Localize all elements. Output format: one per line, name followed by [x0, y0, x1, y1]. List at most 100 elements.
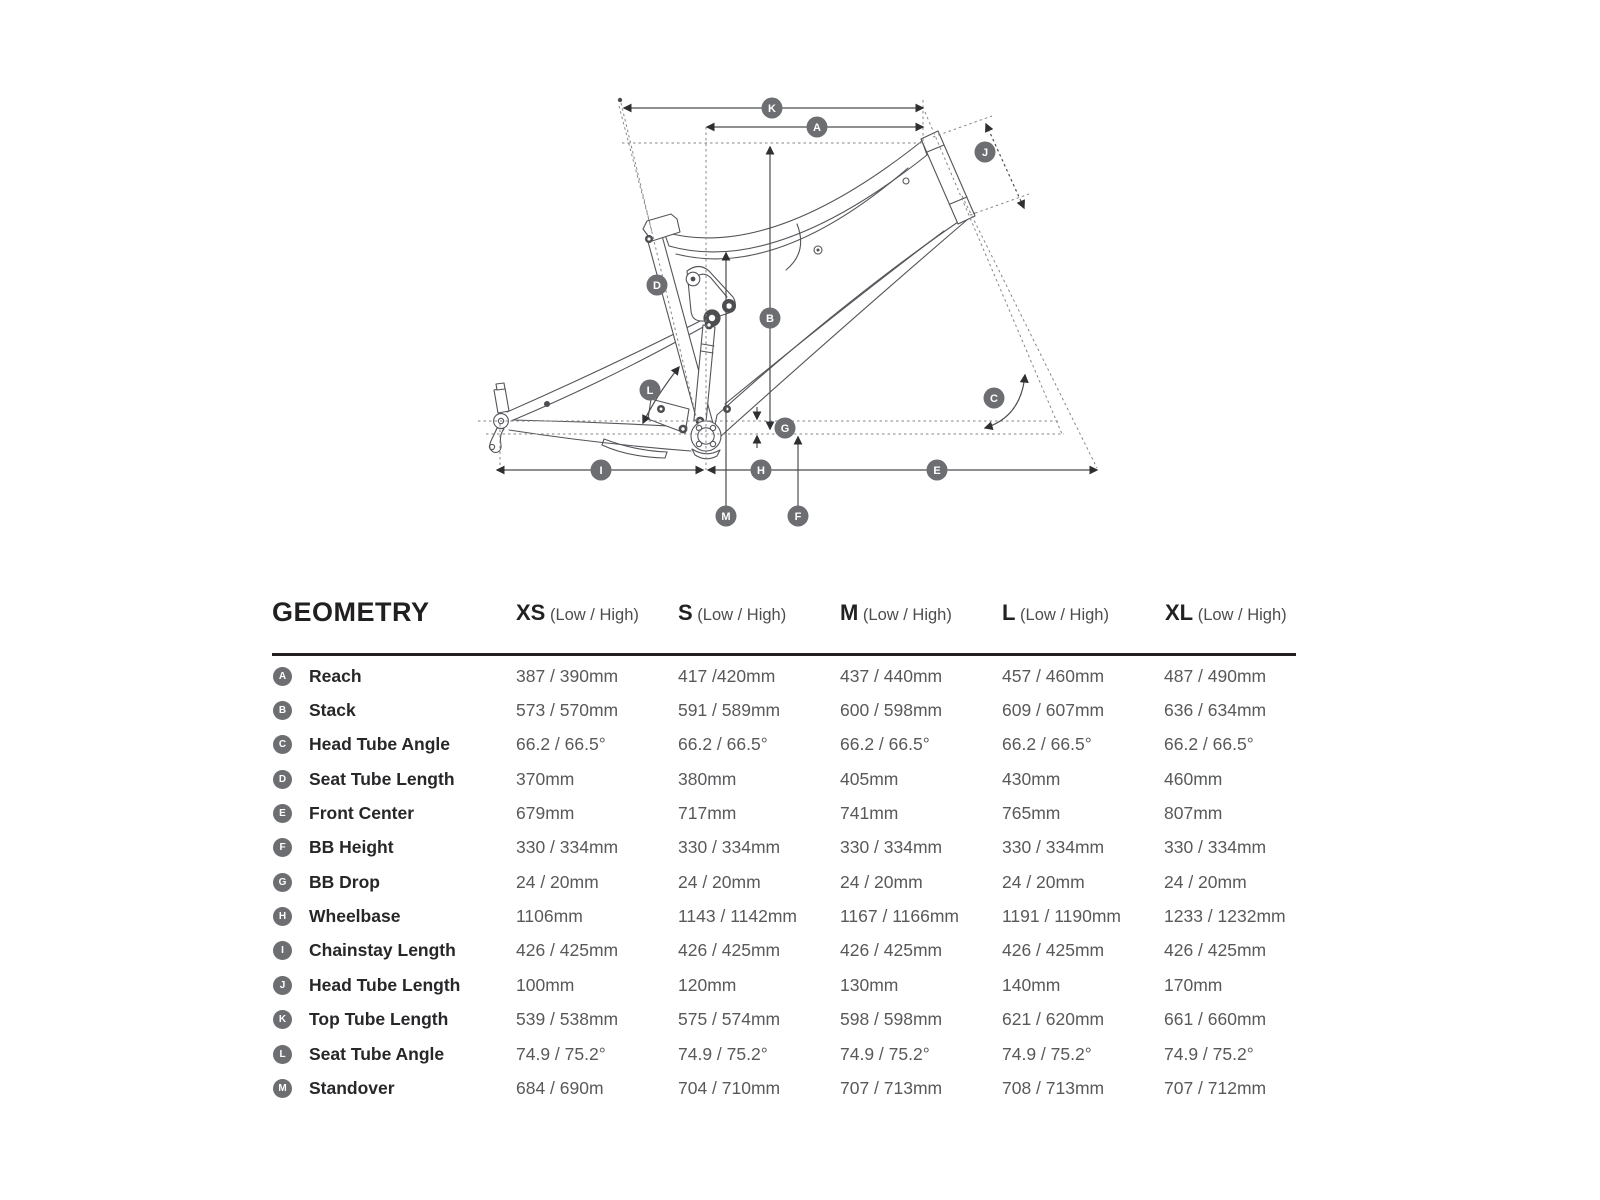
badge-l: L	[639, 379, 661, 401]
column-size-label: XL	[1165, 600, 1194, 625]
cell-s: 24 / 20mm	[678, 871, 761, 892]
cell-s: 717mm	[678, 803, 737, 824]
cell-l: 621 / 620mm	[1002, 1009, 1105, 1030]
bike-frame-drawing	[488, 130, 976, 460]
cell-xl: 807mm	[1164, 803, 1223, 824]
steering-axis-line	[924, 111, 1063, 435]
table-header-rule	[272, 653, 1296, 656]
badge-k: K	[761, 97, 783, 119]
svg-text:J: J	[982, 147, 988, 159]
row-badge-cell: I	[273, 941, 309, 961]
svg-text:C: C	[990, 393, 998, 405]
seat-collar	[642, 213, 681, 243]
row-label: Head Tube Angle	[309, 734, 450, 755]
table-row-bb-height: F BB Height 330 / 334mm 330 / 334mm 330 / 33…	[273, 831, 1363, 865]
table-row-chainstay-length: I Chainstay Length 426 / 425mm 426 / 425mm 4…	[273, 934, 1363, 968]
row-letter-badge: B	[273, 701, 292, 721]
cell-xl: 661 / 660mm	[1164, 1009, 1267, 1030]
cell-m: 741mm	[840, 803, 899, 824]
dim-head-tube-j	[985, 122, 1025, 210]
cell-l: 330 / 334mm	[1002, 837, 1105, 858]
cell-xs: 684 / 690m	[516, 1077, 604, 1098]
row-badge-cell: G	[273, 872, 309, 892]
row-label: Stack	[309, 700, 356, 721]
cell-l: 74.9 / 75.2°	[1002, 1043, 1092, 1064]
badge-j: J	[974, 141, 996, 163]
cell-xs: 330 / 334mm	[516, 837, 619, 858]
cell-s: 704 / 710mm	[678, 1077, 781, 1098]
row-label: Seat Tube Angle	[309, 1043, 445, 1064]
table-row-standover: M Standover 684 / 690m 704 / 710mm 707 / 713…	[273, 1071, 1363, 1105]
cell-s: 380mm	[678, 768, 737, 789]
column-size-label: XS	[516, 600, 546, 625]
table-row-bb-drop: G BB Drop 24 / 20mm 24 / 20mm 24 / 20mm 24 / …	[273, 865, 1363, 899]
cell-xs: 573 / 570mm	[516, 700, 619, 721]
row-badge-cell: F	[273, 838, 309, 858]
row-letter-badge: G	[273, 872, 292, 892]
cell-s: 426 / 425mm	[678, 940, 781, 961]
table-row-front-center: E Front Center 679mm 717mm 741mm 765mm 807mm	[273, 796, 1363, 830]
svg-text:F: F	[795, 511, 802, 523]
row-badge-cell: B	[273, 701, 309, 721]
cell-l: 1191 / 1190mm	[1002, 906, 1122, 927]
row-badge-cell: D	[273, 769, 309, 789]
svg-text:H: H	[757, 465, 765, 477]
row-letter-badge: K	[273, 1010, 292, 1030]
cell-m: 437 / 440mm	[840, 665, 943, 686]
cell-xl: 74.9 / 75.2°	[1164, 1043, 1254, 1064]
column-range-label: (Low / High)	[545, 606, 639, 624]
column-range-label: (Low / High)	[692, 606, 787, 624]
badge-a: A	[806, 116, 828, 138]
column-size-label: M	[840, 600, 859, 625]
cell-m: 130mm	[840, 974, 899, 995]
row-badge-cell: M	[273, 1078, 309, 1098]
cell-xl: 170mm	[1164, 974, 1223, 995]
cell-s: 66.2 / 66.5°	[678, 734, 768, 755]
column-range-label: (Low / High)	[858, 606, 952, 624]
row-badge-cell: L	[273, 1044, 309, 1064]
row-badge-cell: A	[273, 666, 309, 686]
row-label: Seat Tube Length	[309, 768, 455, 789]
cell-m: 330 / 334mm	[840, 837, 943, 858]
row-label: Head Tube Length	[309, 974, 461, 995]
cell-xl: 426 / 425mm	[1164, 940, 1267, 961]
row-label: Chainstay Length	[309, 940, 456, 961]
cell-s: 417 /420mm	[678, 665, 776, 686]
cell-xl: 1233 / 1232mm	[1164, 906, 1286, 927]
column-header-m: M (Low / High)	[840, 600, 952, 626]
cell-xs: 74.9 / 75.2°	[516, 1043, 606, 1064]
row-letter-badge: D	[273, 769, 292, 789]
cell-s: 591 / 589mm	[678, 700, 781, 721]
svg-text:D: D	[653, 280, 661, 292]
cell-xs: 24 / 20mm	[516, 871, 599, 892]
cell-xl: 460mm	[1164, 768, 1223, 789]
cell-xs: 1106mm	[516, 906, 583, 927]
row-label: BB Height	[309, 837, 394, 858]
bike-geometry-diagram: K A J B D L C G I H E M F	[478, 97, 1099, 527]
diagram-badges: K A J B D L C G I H E M F	[590, 97, 1005, 527]
row-badge-cell: E	[273, 804, 309, 824]
row-letter-badge: E	[273, 804, 292, 824]
cell-xs: 66.2 / 66.5°	[516, 734, 606, 755]
row-letter-badge: A	[273, 666, 292, 686]
row-badge-cell: J	[273, 975, 309, 995]
cell-xs: 370mm	[516, 768, 575, 789]
row-letter-badge: C	[273, 735, 292, 755]
column-range-label: (Low / High)	[1015, 606, 1109, 624]
row-badge-cell: H	[273, 907, 309, 927]
cell-l: 708 / 713mm	[1002, 1077, 1105, 1098]
column-header-xs: XS (Low / High)	[516, 600, 639, 626]
table-row-wheelbase: H Wheelbase 1106mm 1143 / 1142mm 1167 / 1166…	[273, 899, 1363, 933]
dim-head-angle-c	[983, 373, 1029, 431]
head-tube	[920, 130, 976, 225]
dimension-lines	[495, 103, 1099, 512]
badge-e: E	[926, 459, 948, 481]
cell-m: 66.2 / 66.5°	[840, 734, 930, 755]
svg-text:B: B	[766, 313, 774, 325]
badge-m: M	[715, 505, 737, 527]
row-letter-badge: L	[273, 1044, 292, 1064]
badge-h: H	[750, 459, 772, 481]
svg-text:I: I	[599, 465, 602, 477]
cell-xs: 426 / 425mm	[516, 940, 619, 961]
row-label: Front Center	[309, 803, 414, 824]
